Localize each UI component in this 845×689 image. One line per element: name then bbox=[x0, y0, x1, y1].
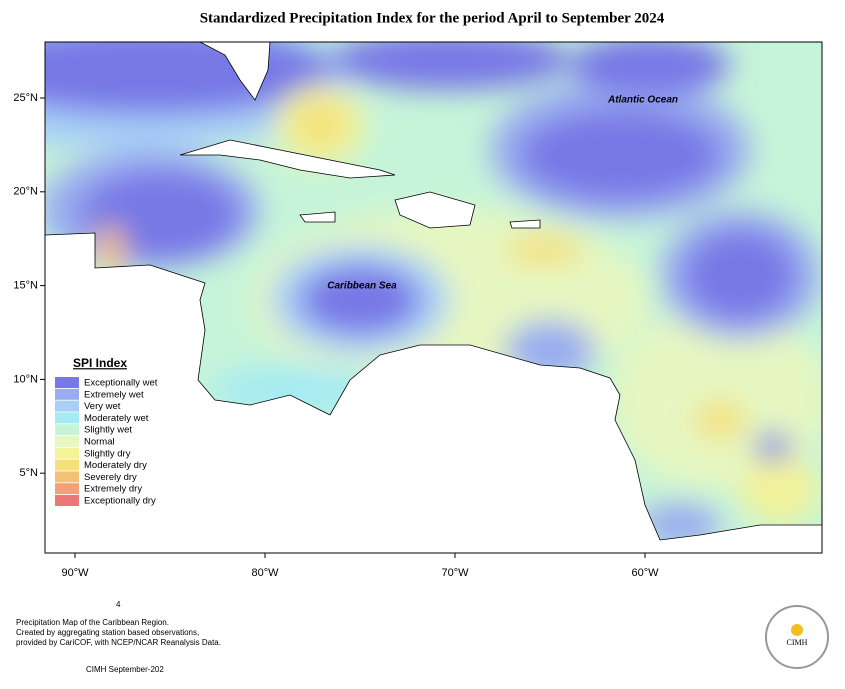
logo: CIMH bbox=[765, 605, 829, 669]
lat-label: 5°N bbox=[20, 467, 39, 479]
spi-field bbox=[45, 42, 822, 553]
ocean-label: Atlantic Ocean bbox=[607, 95, 678, 106]
legend-label: Very wet bbox=[84, 401, 121, 412]
legend-swatch bbox=[55, 495, 79, 506]
axes: 25°N 20°N 15°N 10°N 5°N 90°W 80°W 70°W 60°W bbox=[13, 92, 659, 579]
logo-ring bbox=[765, 605, 829, 669]
legend-label: Exceptionally dry bbox=[84, 496, 156, 507]
legend-label: Extremely dry bbox=[84, 484, 142, 495]
legend-label: Exceptionally wet bbox=[84, 378, 158, 389]
legend-swatch bbox=[55, 471, 79, 483]
legend-swatch bbox=[55, 424, 79, 436]
sea-label: Caribbean Sea bbox=[327, 281, 397, 292]
legend-label: Moderately dry bbox=[84, 460, 147, 471]
page-number: 4 bbox=[116, 600, 121, 609]
legend-swatch bbox=[55, 483, 79, 495]
lat-label: 25°N bbox=[13, 92, 38, 104]
legend-label: Normal bbox=[84, 437, 115, 448]
map-frame bbox=[44, 41, 823, 554]
footer-line: provided by CariCOF, with NCEP/NCAR Rean… bbox=[16, 638, 221, 647]
logo-text: CIMH bbox=[787, 638, 808, 647]
legend-label: Slightly dry bbox=[84, 448, 131, 459]
field-blobs bbox=[45, 42, 822, 547]
logo-sun bbox=[791, 624, 803, 636]
credit: CIMH September-202 bbox=[86, 665, 164, 674]
lon-label: 60°W bbox=[631, 567, 659, 579]
land bbox=[45, 42, 822, 553]
legend-swatch bbox=[55, 388, 79, 400]
legend-swatch bbox=[55, 436, 79, 447]
footer: Precipitation Map of the Caribbean Regio… bbox=[16, 618, 221, 647]
footer-line: Precipitation Map of the Caribbean Regio… bbox=[16, 618, 169, 627]
lat-label: 10°N bbox=[13, 373, 38, 385]
lon-label: 80°W bbox=[251, 567, 279, 579]
legend-title: SPI Index bbox=[73, 356, 127, 370]
legend-swatch bbox=[55, 400, 79, 412]
legend-swatch bbox=[55, 459, 79, 471]
title: Standardized Precipitation Index for the… bbox=[200, 10, 665, 26]
legend-swatch bbox=[55, 447, 79, 459]
legend-label: Moderately wet bbox=[84, 413, 149, 424]
lat-label: 20°N bbox=[13, 186, 38, 198]
legend-label: Slightly wet bbox=[84, 425, 132, 436]
lon-label: 90°W bbox=[61, 567, 89, 579]
legend-label: Severely dry bbox=[84, 472, 137, 483]
lat-label: 15°N bbox=[13, 280, 38, 292]
legend-swatch bbox=[55, 377, 79, 388]
legend-swatch bbox=[55, 412, 79, 424]
legend-label: Extremely wet bbox=[84, 389, 144, 400]
lon-label: 70°W bbox=[441, 567, 469, 579]
footer-line: Created by aggregating station based obs… bbox=[16, 628, 199, 637]
